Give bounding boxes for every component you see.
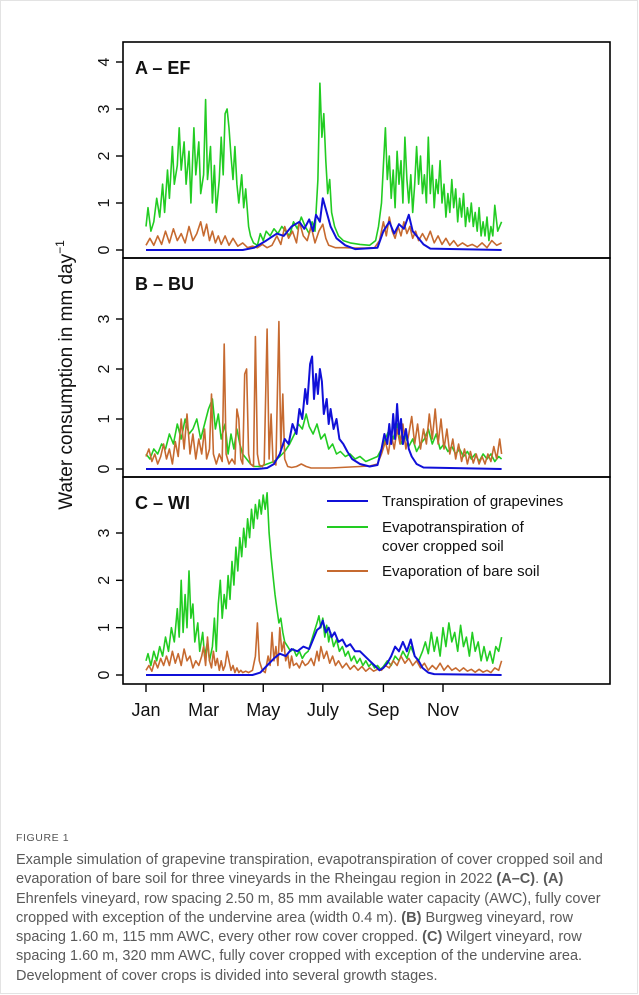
series-cover-b xyxy=(145,398,503,468)
x-tick-label: Jan xyxy=(131,700,160,720)
x-tick-label: Nov xyxy=(427,700,459,720)
y-axis-label-superscript: −1 xyxy=(53,240,67,254)
panel-frame-b xyxy=(122,257,611,478)
caption-ref-a: (A) xyxy=(543,871,564,888)
panel-label-c: C – WI xyxy=(135,493,190,513)
y-tick-label-b: 3 xyxy=(96,314,113,323)
y-tick-label-a: 2 xyxy=(96,151,113,160)
y-tick-label-a: 0 xyxy=(96,245,113,254)
y-tick-label-a: 3 xyxy=(96,104,113,113)
figure-label: FIGURE 1 xyxy=(16,832,70,844)
caption-intro: Example simulation of grapevine transpir… xyxy=(16,852,603,888)
series-transpiration-c xyxy=(146,619,502,676)
y-tick-label-b: 0 xyxy=(96,464,113,473)
caption-ref-c: (C) xyxy=(422,929,443,946)
panel-c: 0 1 2 3 C – WI xyxy=(96,476,611,685)
legend: Transpiration of grapevines Evapotranspir… xyxy=(327,493,563,580)
panel-b: 0 1 2 3 B – BU xyxy=(96,257,611,478)
x-tick-label: May xyxy=(246,700,280,720)
panel-frame-a xyxy=(122,41,611,259)
caption-ref-b: (B) xyxy=(401,909,422,926)
x-tick-label: Sep xyxy=(367,700,399,720)
caption-text-b: Burgweg vineyard, row spacing 1.60 m, 11… xyxy=(16,909,573,946)
legend-label-transpiration: Transpiration of grapevines xyxy=(382,493,563,510)
y-tick-label-b: 2 xyxy=(96,364,113,373)
y-tick-label-b: 1 xyxy=(96,414,113,423)
y-tick-label-c: 3 xyxy=(96,528,113,537)
legend-label-cover: Evapotranspiration of cover cropped soil xyxy=(382,519,525,555)
y-tick-label-a: 4 xyxy=(96,57,113,66)
chart-figure: 0 1 2 3 4 A – EF 0 1 2 3 B – BU 0 1 2 3 C – WI Jan Mar May… xyxy=(53,41,611,720)
series-bare-b xyxy=(145,320,503,469)
caption-intro-end: . xyxy=(535,871,544,888)
series-transpiration-a xyxy=(146,197,502,251)
series-bare-a xyxy=(145,216,502,249)
x-tick-label: July xyxy=(307,700,339,720)
series-cover-a xyxy=(145,82,503,247)
y-tick-label-c: 0 xyxy=(96,670,113,679)
legend-label-bare: Evaporation of bare soil xyxy=(382,563,540,580)
figure-caption: Example simulation of grapevine transpir… xyxy=(16,851,622,986)
y-tick-label-c: 1 xyxy=(96,623,113,632)
panel-label-a: A – EF xyxy=(135,58,190,78)
caption-ref-ac: (A–C) xyxy=(496,871,536,888)
x-tick-label: Mar xyxy=(188,700,219,720)
caption-text-c: Wilgert vineyard, row spacing 1.60 m, 32… xyxy=(16,929,583,984)
panel-a: 0 1 2 3 4 A – EF xyxy=(96,41,611,259)
caption-text-a: Ehrenfels vineyard, row spacing 2.50 m, … xyxy=(16,890,601,926)
panel-label-b: B – BU xyxy=(135,274,194,294)
series-transpiration-b xyxy=(146,355,502,470)
y-tick-label-a: 1 xyxy=(96,198,113,207)
y-axis-label: Water consumption in mm day−1 xyxy=(53,240,77,510)
series-bare-c xyxy=(145,622,503,674)
series-cover-c xyxy=(145,492,503,671)
y-tick-label-c: 2 xyxy=(96,576,113,585)
